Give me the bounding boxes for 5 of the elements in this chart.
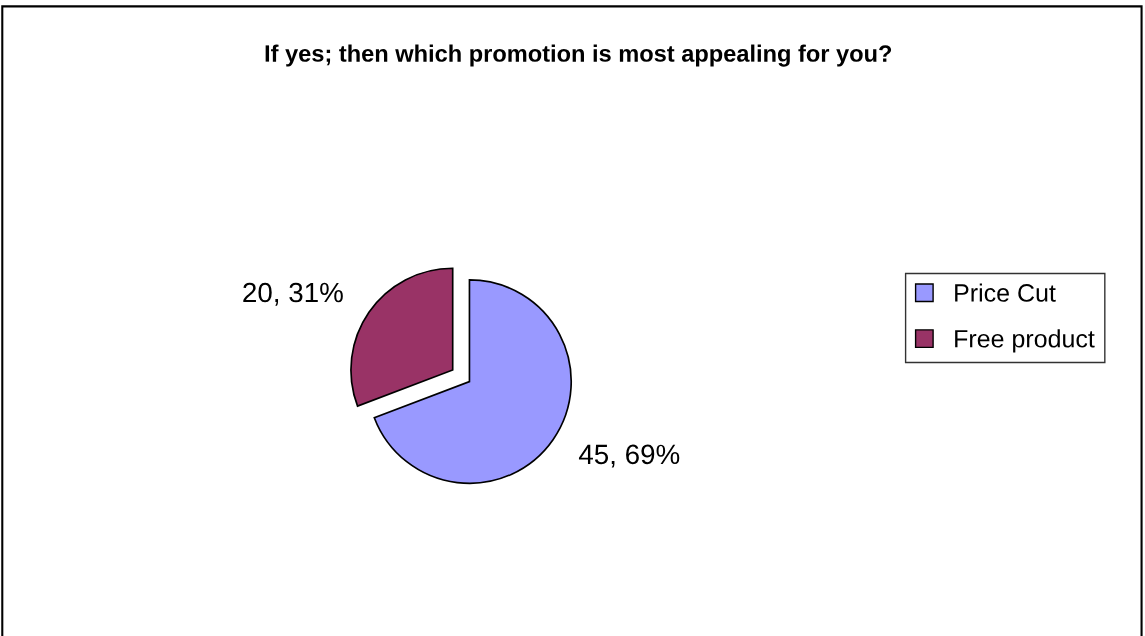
chart-title: If yes; then which promotion is most appealing for you?	[265, 44, 892, 67]
data-label: 45, 69%	[578, 444, 680, 468]
legend-label: Free product	[955, 329, 1095, 353]
data-label: 20, 31%	[243, 282, 343, 306]
legend-label: Price Cut	[955, 283, 1056, 302]
